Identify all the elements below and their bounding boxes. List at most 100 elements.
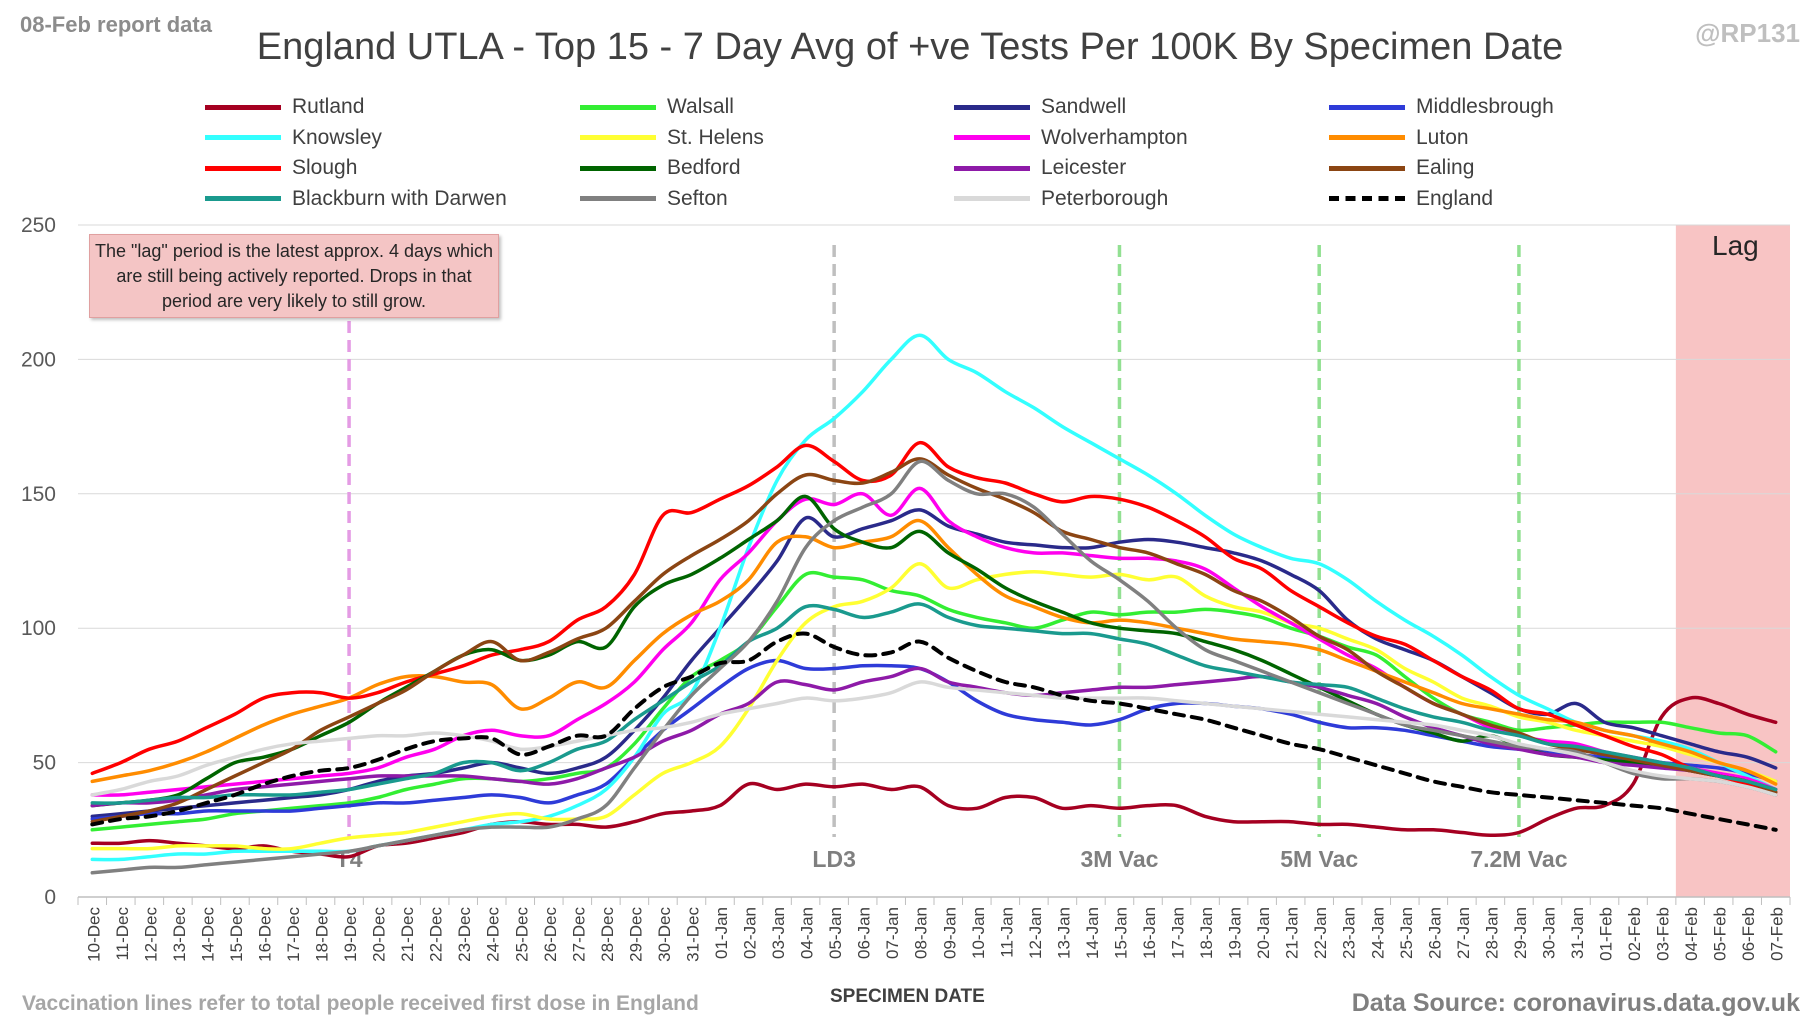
author-handle: @RP131: [1695, 18, 1800, 48]
series-line-sefton: [90, 459, 1778, 875]
x-tick-label: 11-Dec: [113, 907, 132, 961]
x-tick-label: 19-Jan: [1226, 907, 1245, 959]
x-tick-label: 02-Jan: [741, 907, 760, 959]
legend-label: England: [1416, 186, 1494, 210]
x-tick-label: 16-Jan: [1140, 907, 1159, 959]
legend-swatch: [205, 135, 281, 140]
x-tick-label: 27-Jan: [1454, 907, 1473, 959]
legend-swatch: [580, 104, 656, 110]
legend-label: Slough: [292, 156, 358, 179]
x-tick-label: 20-Dec: [370, 907, 389, 962]
legend-item: Sefton: [580, 184, 728, 214]
y-tick-label: 50: [33, 752, 56, 775]
x-tick-label: 12-Dec: [141, 907, 160, 962]
legend-label: Walsall: [667, 95, 734, 118]
legend-label: Luton: [1416, 125, 1469, 149]
legend-label: St. Helens: [667, 125, 764, 149]
x-tick-label: 15-Dec: [227, 907, 246, 962]
x-tick-label: 14-Dec: [198, 907, 217, 962]
x-tick-label: 24-Dec: [484, 907, 503, 962]
x-axis-title: SPECIMEN DATE: [830, 986, 985, 1007]
legend-item: England: [1329, 184, 1493, 214]
legend-label: Peterborough: [1041, 186, 1169, 210]
legend-item: Slough: [205, 153, 357, 183]
x-tick-label: 29-Jan: [1511, 907, 1530, 959]
series-line-bedford: [90, 494, 1778, 808]
series-line-ealing: [90, 457, 1778, 824]
legend-swatch: [580, 135, 656, 140]
y-tick-label: 100: [21, 617, 56, 640]
x-tick-label: 04-Feb: [1682, 907, 1701, 961]
legend-swatch: [954, 104, 1030, 110]
x-tick-label: 06-Jan: [855, 907, 874, 959]
series-line-rutland: [90, 695, 1778, 859]
x-tick-label: 05-Feb: [1711, 907, 1730, 961]
series-line-blackburn-with-darwen: [90, 602, 1778, 805]
legend-swatch: [1329, 165, 1405, 171]
legend-swatch: [954, 196, 1030, 201]
legend-label: Sandwell: [1041, 95, 1127, 118]
legend-swatch: [1329, 104, 1405, 110]
legend-label: Bedford: [667, 156, 741, 179]
series-line-england: [90, 631, 1778, 832]
x-tick-label: 29-Dec: [626, 907, 645, 962]
series-line-leicester: [90, 666, 1778, 808]
event-label: 3M Vac: [1080, 846, 1158, 872]
x-tick-label: 31-Dec: [683, 907, 702, 962]
chart-legend: Rutland Walsall Sandwell Middlesbrough Knows…: [205, 92, 1685, 218]
x-tick-label: 04-Jan: [798, 907, 817, 959]
x-tick-label: 15-Jan: [1111, 907, 1130, 959]
legend-label: Knowsley: [292, 125, 382, 149]
x-tick-label: 17-Jan: [1169, 907, 1188, 959]
x-tick-label: 20-Jan: [1254, 907, 1273, 959]
x-tick-label: 22-Jan: [1311, 907, 1330, 959]
x-tick-label: 21-Dec: [398, 907, 417, 962]
legend-item: Bedford: [580, 153, 741, 183]
lag-region-label: Lag: [1712, 230, 1759, 261]
x-tick-label: 10-Jan: [969, 907, 988, 959]
x-tick-label: 28-Jan: [1482, 907, 1501, 959]
x-tick-label: 05-Jan: [826, 907, 845, 959]
event-label: LD3: [812, 846, 855, 872]
x-tick-label: 13-Jan: [1054, 907, 1073, 959]
y-tick-label: 0: [44, 886, 56, 909]
legend-item: Sandwell: [954, 92, 1126, 122]
y-tick-label: 150: [21, 483, 56, 506]
x-tick-label: 10-Dec: [84, 907, 103, 962]
x-tick-label: 12-Jan: [1026, 907, 1045, 959]
legend-swatch: [580, 165, 656, 171]
series-line-slough: [90, 440, 1778, 797]
x-tick-label: 07-Feb: [1768, 907, 1787, 961]
series-line-peterborough: [90, 680, 1778, 797]
x-tick-label: 09-Jan: [940, 907, 959, 959]
x-tick-label: 18-Jan: [1197, 907, 1216, 959]
legend-swatch: [1329, 196, 1405, 201]
x-tick-label: 03-Feb: [1654, 907, 1673, 961]
x-tick-label: 19-Dec: [341, 907, 360, 962]
x-tick-label: 16-Dec: [255, 907, 274, 962]
x-tick-label: 23-Jan: [1340, 907, 1359, 959]
x-tick-label: 22-Dec: [427, 907, 446, 962]
x-tick-label: 28-Dec: [598, 907, 617, 962]
x-tick-label: 08-Jan: [912, 907, 931, 959]
legend-item: Blackburn with Darwen: [205, 184, 507, 214]
legend-item: Knowsley: [205, 123, 382, 153]
x-tick-label: 25-Jan: [1397, 907, 1416, 959]
lag-region: [1675, 225, 1790, 897]
lag-note-box: The "lag" period is the latest approx. 4…: [89, 234, 499, 318]
legend-label: Leicester: [1041, 156, 1127, 179]
x-tick-label: 07-Jan: [883, 907, 902, 959]
x-tick-label: 17-Dec: [284, 907, 303, 962]
legend-item: St. Helens: [580, 123, 764, 153]
legend-item: Rutland: [205, 92, 364, 122]
y-tick-label: 250: [21, 214, 56, 237]
legend-label: Blackburn with Darwen: [292, 186, 507, 210]
series-line-knowsley: [90, 333, 1778, 862]
x-tick-label: 18-Dec: [313, 907, 332, 962]
event-label: 5M Vac: [1280, 846, 1358, 872]
legend-label: Rutland: [292, 95, 365, 118]
x-tick-label: 26-Jan: [1425, 907, 1444, 959]
legend-swatch: [205, 165, 281, 171]
